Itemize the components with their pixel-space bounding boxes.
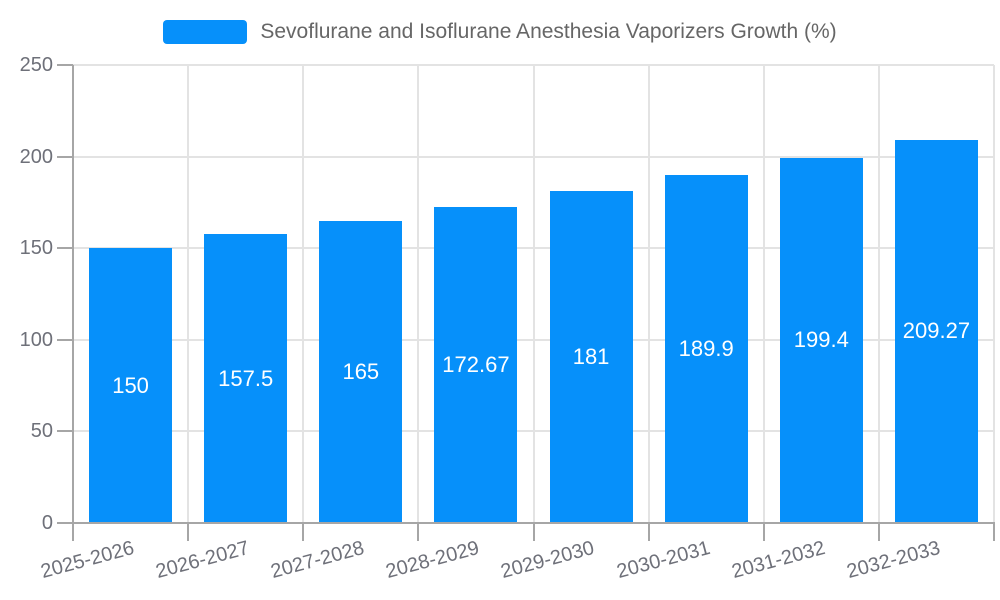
gridline-vertical	[762, 65, 765, 523]
bar-2026-2027[interactable]: 157.5	[204, 234, 288, 523]
y-axis-label: 50	[30, 420, 53, 443]
x-axis-label: 2027-2028	[268, 536, 367, 583]
bar-value-label: 150	[112, 372, 149, 398]
y-axis-line	[72, 65, 74, 525]
y-axis-label: 100	[19, 328, 53, 351]
x-tick	[647, 523, 650, 541]
x-axis-label: 2025-2026	[38, 536, 137, 583]
x-tick	[532, 523, 535, 541]
x-tick	[417, 523, 420, 541]
bar-value-label: 172.67	[442, 351, 510, 377]
bar-2028-2029[interactable]: 172.67	[434, 206, 518, 523]
bar-2027-2028[interactable]: 165	[319, 220, 403, 523]
gridline-vertical	[417, 65, 420, 523]
x-axis-label: 2028-2029	[383, 536, 482, 583]
x-tick	[72, 523, 74, 541]
gridline-vertical	[302, 65, 305, 523]
x-tick	[877, 523, 880, 541]
legend[interactable]: Sevoflurane and Isoflurane Anesthesia Va…	[0, 20, 1000, 44]
bar-2029-2030[interactable]: 181	[549, 191, 633, 523]
y-tick	[57, 338, 73, 341]
bar-value-label: 181	[572, 344, 610, 370]
bar-value-label: 209.27	[902, 318, 971, 344]
y-axis-label: 0	[41, 512, 53, 534]
y-tick	[57, 247, 73, 250]
y-axis-label: 200	[19, 145, 53, 168]
y-tick	[57, 64, 73, 66]
bar-2025-2026[interactable]: 150	[89, 248, 173, 523]
x-tick	[302, 523, 305, 541]
gridline-vertical	[993, 65, 995, 523]
bar-2031-2032[interactable]: 199.4	[779, 157, 863, 523]
legend-marker	[163, 20, 248, 44]
legend-label: Sevoflurane and Isoflurane Anesthesia Va…	[260, 20, 837, 43]
y-axis-label: 150	[19, 237, 53, 260]
bar-value-label: 157.5	[218, 365, 274, 391]
x-tick	[993, 523, 995, 541]
bar-2030-2031[interactable]: 189.9	[664, 175, 748, 523]
x-axis-label: 2031-2032	[729, 536, 828, 583]
x-axis-label: 2030-2031	[614, 536, 713, 583]
x-tick	[762, 523, 765, 541]
y-tick	[57, 522, 73, 524]
gridline-vertical	[532, 65, 535, 523]
bar-2032-2033[interactable]: 209.27	[894, 139, 978, 523]
x-axis-label: 2026-2027	[153, 536, 252, 583]
x-tick	[187, 523, 190, 541]
gridline-vertical	[647, 65, 650, 523]
y-tick	[57, 430, 73, 433]
x-axis-label: 2029-2030	[498, 536, 598, 583]
bar-value-label: 165	[342, 358, 380, 384]
gridline-vertical	[877, 65, 880, 523]
y-axis-label: 250	[19, 54, 53, 76]
x-axis-label: 2032-2033	[844, 536, 943, 583]
y-tick	[57, 155, 73, 158]
bar-value-label: 189.9	[678, 336, 734, 362]
x-axis-line	[72, 522, 995, 524]
gridline-vertical	[187, 65, 190, 523]
bar-value-label: 199.4	[793, 327, 849, 353]
